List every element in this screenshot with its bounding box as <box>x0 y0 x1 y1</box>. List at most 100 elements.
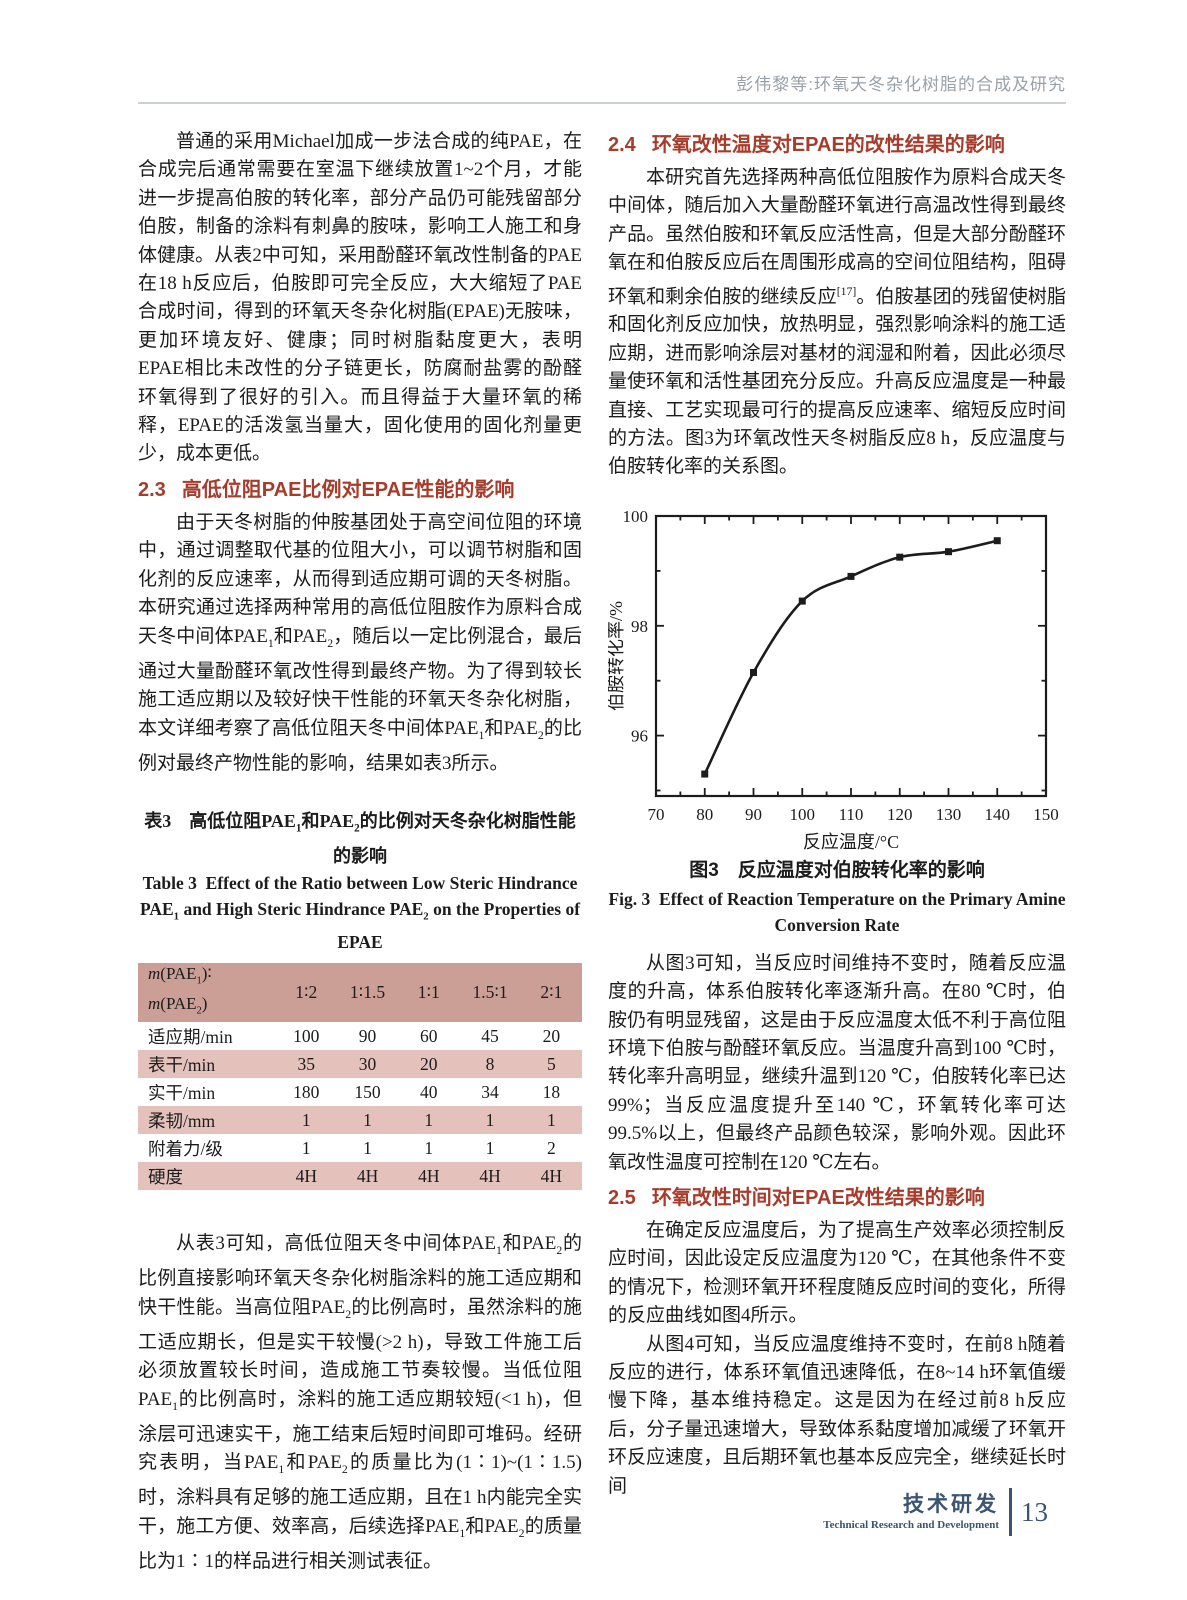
table3-caption: 表3 高低位阻PAE1和PAE2的比例对天冬杂化树脂性能的影响 Table 3 … <box>138 808 582 955</box>
left-column: 普通的采用Michael加成一步法合成的纯PAE，在合成完后通常需要在室温下继续… <box>138 128 582 1576</box>
table3-body: 适应期/min 100 90 60 45 20 表干/min 35 30 20 8 5 实干/min 18… <box>138 1022 582 1190</box>
table3-caption-en: Table 3 Effect of the Ratio between Low … <box>139 872 581 953</box>
table-cell: 1 <box>301 1109 311 1130</box>
table-row-label: 柔韧/mm <box>148 1110 216 1131</box>
table-cell: 4H <box>295 1165 317 1186</box>
section-title: 环氧改性时间对EPAE改性结果的影响 <box>651 1187 985 1210</box>
paragraph-2-5-b: 从图4可知，当反应温度维持不变时，在前8 h随着反应的进行，体系环氧值迅速降低，… <box>608 1333 1066 1497</box>
table-row: 硬度 4H 4H 4H 4H 4H <box>138 1162 582 1190</box>
table-row-label: 适应期/min <box>148 1026 233 1047</box>
table-cell: 20 <box>420 1053 438 1074</box>
table-cell: 5 <box>546 1053 556 1074</box>
svg-text:100: 100 <box>623 507 649 526</box>
fig3-chart: 70 80 90 100 110 120 130 140 150 96 98 100 反应温度/°C 伯胺… <box>608 507 1059 852</box>
table-cell: 4H <box>479 1165 501 1186</box>
svg-text:90: 90 <box>745 805 762 824</box>
table-cell: 100 <box>293 1025 320 1046</box>
table3-ratio-header: 1∶1 <box>417 982 440 1003</box>
paragraph-table-discussion: 从表3可知，高低位阻天冬中间体PAE1和PAE2的比例直接影响环氧天冬杂化树脂涂… <box>138 1233 582 1573</box>
fig3-caption-cn: 图3 反应温度对伯胺转化率的影响 <box>689 859 985 881</box>
table3-caption-cn: 表3 高低位阻PAE1和PAE2的比例对天冬杂化树脂性能的影响 <box>144 811 576 866</box>
table-cell: 1 <box>301 1137 311 1158</box>
svg-text:140: 140 <box>985 805 1011 824</box>
table-cell: 8 <box>485 1053 495 1074</box>
table-row: 柔韧/mm 1 1 1 1 1 <box>138 1106 582 1134</box>
section-heading-2-5: 2.5 环氧改性时间对EPAE改性结果的影响 <box>608 1183 1066 1213</box>
svg-text:80: 80 <box>696 805 713 824</box>
running-head-title: 彭伟黎等:环氧天冬杂化树脂的合成及研究 <box>736 75 1066 94</box>
table-row: 实干/min 180 150 40 34 18 <box>138 1078 582 1106</box>
fig3-caption: 图3 反应温度对伯胺转化率的影响 Fig. 3 Effect of Reacti… <box>608 856 1066 938</box>
table3-ratio-header: 1∶1.5 <box>349 982 386 1003</box>
table-row-label: 表干/min <box>148 1054 216 1075</box>
footer-section-cn: 技术研发 <box>903 1493 999 1516</box>
section-number: 2.5 <box>608 1187 636 1210</box>
table-cell: 150 <box>354 1081 381 1102</box>
table-row: 附着力/级 1 1 1 1 2 <box>138 1134 582 1162</box>
section-number: 2.4 <box>608 134 636 156</box>
paragraph-2-4: 本研究首先选择两种高低位阻胺作为原料合成天冬中间体，随后加入大量酚醛环氧进行高温… <box>608 167 1066 478</box>
footer-section-en: Technical Research and Development <box>823 1519 999 1531</box>
svg-text:70: 70 <box>648 805 665 824</box>
table-cell: 1 <box>546 1109 556 1130</box>
running-head: 彭伟黎等:环氧天冬杂化树脂的合成及研究 <box>138 70 1066 95</box>
table-cell: 2 <box>546 1137 556 1158</box>
svg-text:100: 100 <box>790 805 816 824</box>
table-cell: 1 <box>424 1137 434 1158</box>
svg-text:130: 130 <box>936 805 962 824</box>
table-row: 表干/min 35 30 20 8 5 <box>138 1050 582 1078</box>
table-cell: 45 <box>481 1025 499 1046</box>
right-column: 2.4 环氧改性温度对EPAE的改性结果的影响 本研究首先选择两种高低位阻胺作为原… <box>608 128 1066 1501</box>
header-divider <box>138 102 1066 104</box>
table-cell: 1 <box>363 1137 372 1158</box>
table-cell: 1 <box>424 1109 434 1130</box>
section-number: 2.3 <box>138 478 166 501</box>
table-cell: 1 <box>363 1109 372 1130</box>
table3-ratio-header: 1.5∶1 <box>472 982 508 1003</box>
table-row-label: 附着力/级 <box>148 1138 223 1159</box>
footer-section: 技术研发 Technical Research and Development <box>823 1493 999 1531</box>
table-cell: 18 <box>542 1081 561 1102</box>
section-title: 环氧改性温度对EPAE的改性结果的影响 <box>651 134 1005 156</box>
svg-text:96: 96 <box>631 726 648 745</box>
table-cell: 90 <box>358 1025 377 1046</box>
section-heading-2-4: 2.4 环氧改性温度对EPAE的改性结果的影响 <box>608 130 1066 160</box>
table-cell: 35 <box>297 1053 316 1074</box>
table-cell: 34 <box>481 1081 499 1102</box>
table-cell: 40 <box>420 1081 438 1102</box>
table3-header-row: m(PAE1)∶ m(PAE2) 1∶2 1∶1.5 1∶1 1.5∶1 2∶1 <box>138 963 582 1022</box>
page-footer: 技术研发 Technical Research and Development … <box>823 1488 1048 1536</box>
svg-text:伯胺转化率/%: 伯胺转化率/% <box>608 601 626 711</box>
table3: m(PAE1)∶ m(PAE2) 1∶2 1∶1.5 1∶1 1.5∶1 2∶1 适应期/… <box>138 963 582 1190</box>
table-cell: 4H <box>540 1165 563 1186</box>
table-row-label: 硬度 <box>148 1166 183 1187</box>
footer-divider <box>1009 1488 1012 1536</box>
paragraph-fig3-discussion: 从图3可知，当反应时间维持不变时，随着反应温度的升高，体系伯胺转化率逐渐升高。在… <box>608 952 1066 1173</box>
svg-text:150: 150 <box>1033 805 1059 824</box>
section-title: 高低位阻PAE比例对EPAE性能的影响 <box>181 478 515 501</box>
section-heading-2-3: 2.3 高低位阻PAE比例对EPAE性能的影响 <box>138 475 582 505</box>
table-cell: 4H <box>356 1165 379 1186</box>
table-cell: 180 <box>293 1081 320 1102</box>
svg-text:110: 110 <box>839 805 864 824</box>
page-number: 13 <box>1021 1496 1048 1527</box>
table3-header-label: m(PAE1)∶ m(PAE2) <box>148 964 212 1016</box>
table-row: 适应期/min 100 90 60 45 20 <box>138 1022 582 1050</box>
table-cell: 60 <box>420 1025 438 1046</box>
paragraph-2-5-a: 在确定反应温度后，为了提高生产效率必须控制反应时间，因此设定反应温度为120 ℃… <box>608 1220 1066 1327</box>
table-cell: 20 <box>542 1025 561 1046</box>
paragraph-2-3: 由于天冬树脂的仲胺基团处于高空间位阻的环境中，通过调整取代基的位阻大小，可以调节… <box>138 511 582 774</box>
table-row-label: 实干/min <box>148 1082 216 1103</box>
paragraph-intro: 普通的采用Michael加成一步法合成的纯PAE，在合成完后通常需要在室温下继续… <box>138 131 582 465</box>
table-cell: 1 <box>485 1109 495 1130</box>
svg-text:反应温度/°C: 反应温度/°C <box>803 832 899 852</box>
table3-ratio-header: 1∶2 <box>295 982 318 1003</box>
svg-text:98: 98 <box>631 617 648 636</box>
table-cell: 4H <box>418 1165 440 1186</box>
table-cell: 1 <box>485 1137 495 1158</box>
table-cell: 30 <box>358 1053 377 1074</box>
table3-ratio-header: 2∶1 <box>540 982 563 1003</box>
svg-text:120: 120 <box>887 805 913 824</box>
fig3-caption-en: Fig. 3 Effect of Reaction Temperature on… <box>608 888 1066 935</box>
